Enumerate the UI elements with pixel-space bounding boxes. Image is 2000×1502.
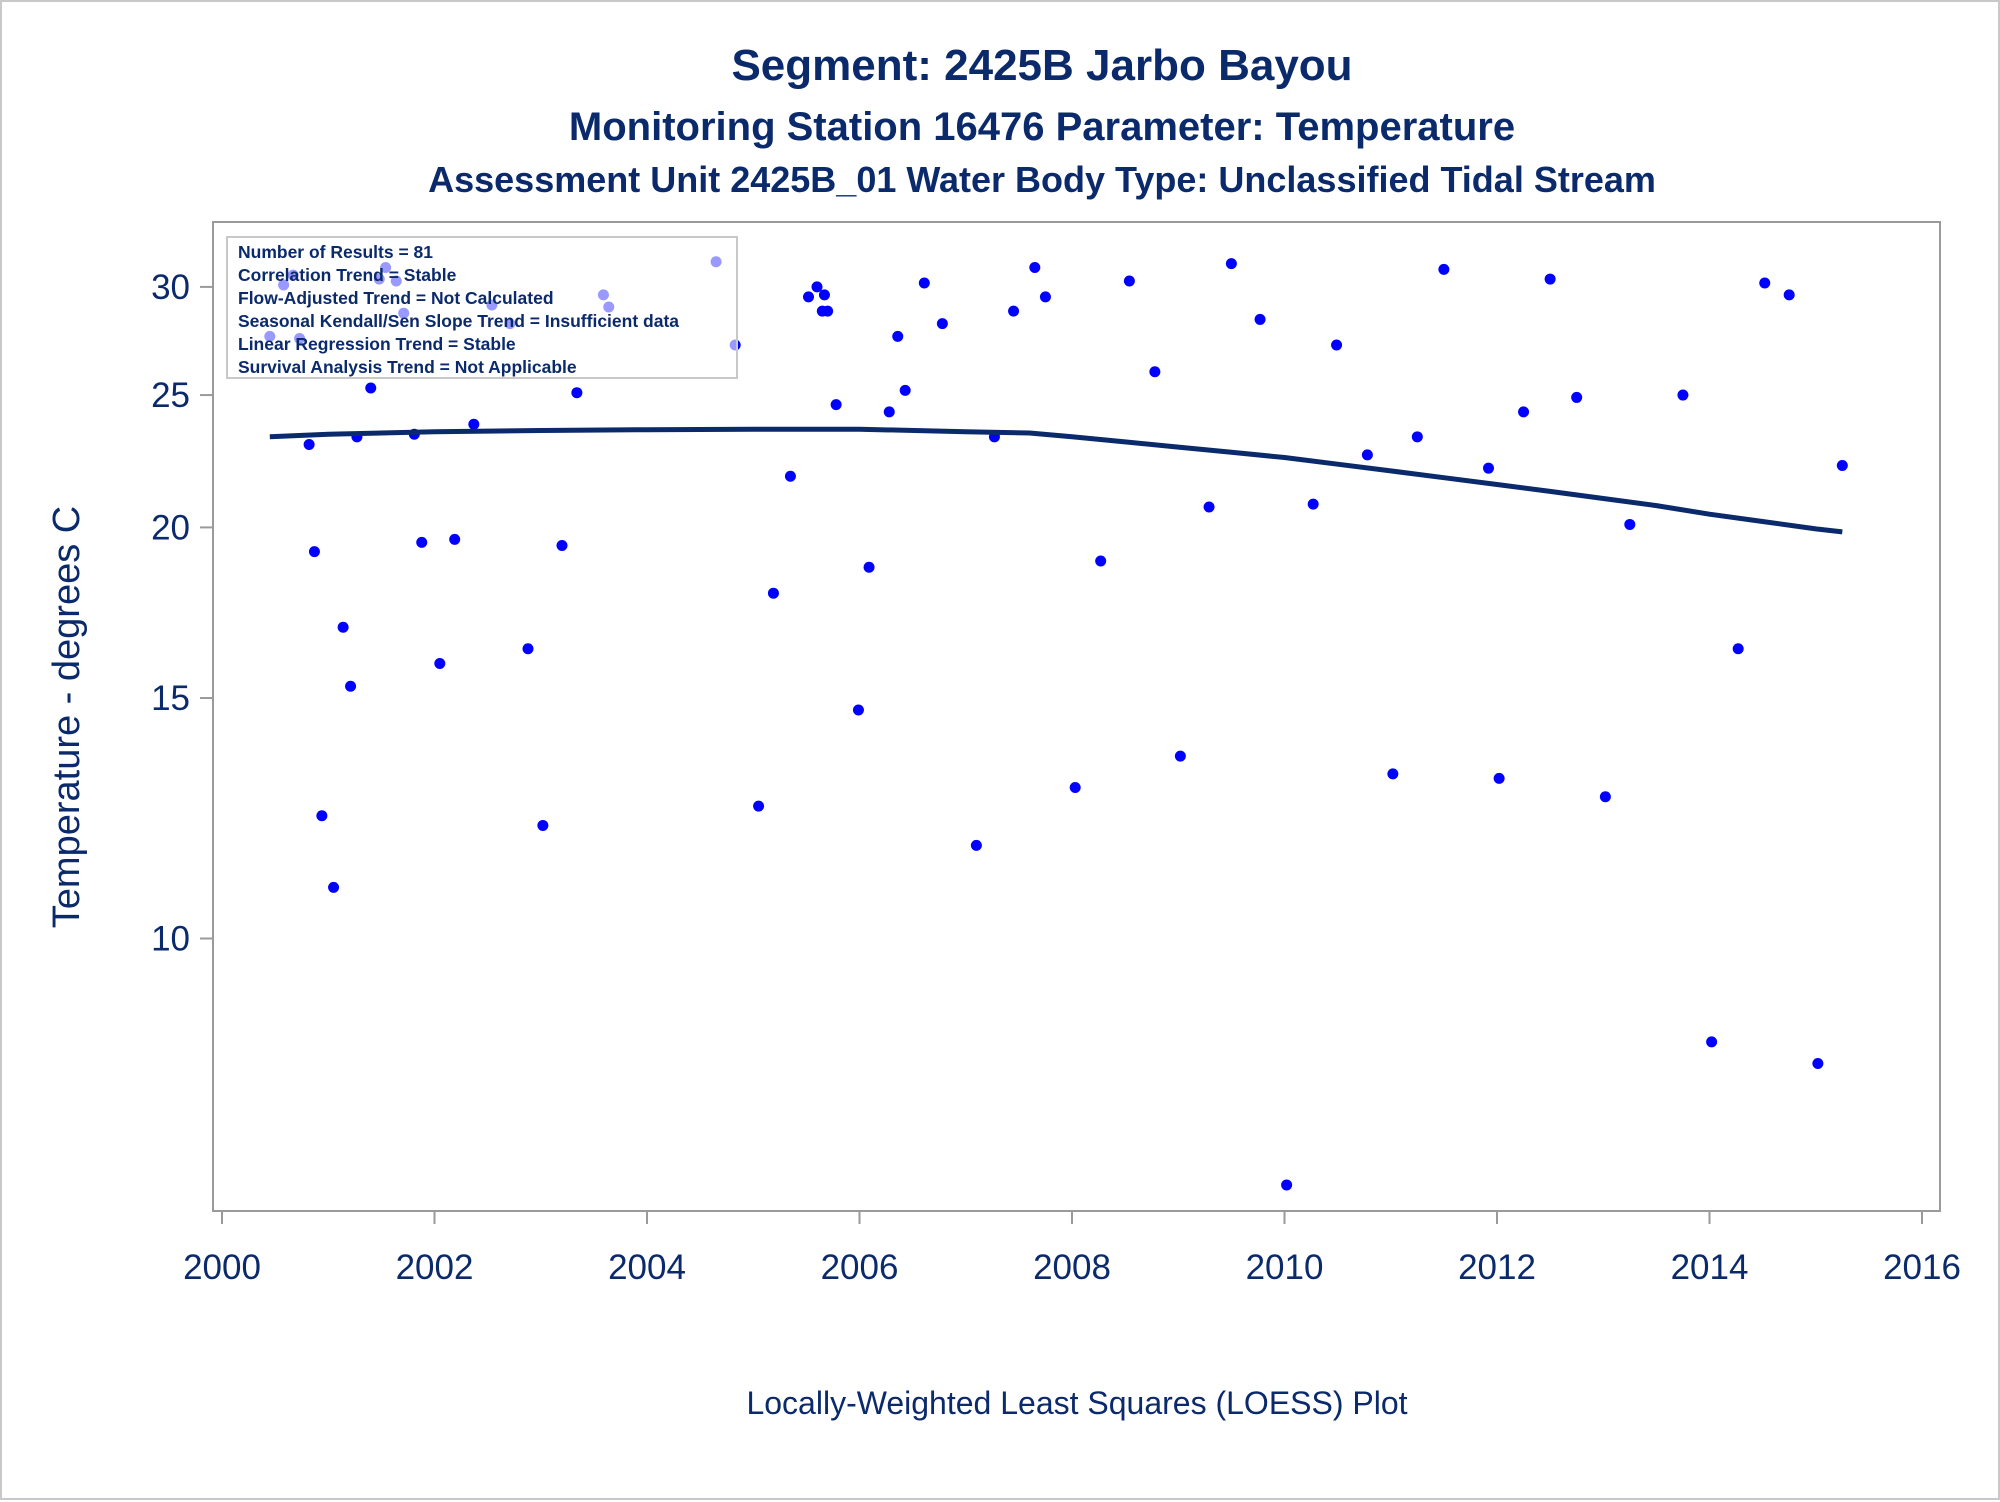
x-tick-label: 2016: [1883, 1248, 1961, 1287]
data-point: [1518, 406, 1530, 418]
data-point: [1783, 289, 1795, 301]
data-point: [830, 399, 842, 411]
data-point: [1069, 781, 1081, 793]
data-point: [434, 657, 446, 669]
y-tick-label: 20: [151, 508, 190, 547]
info-box: [226, 236, 738, 379]
footer-note: Locally-Weighted Least Squares (LOESS) P…: [746, 1385, 1407, 1421]
data-point: [852, 704, 864, 716]
data-point: [316, 810, 328, 822]
loess-trend-line: [269, 426, 1843, 535]
data-point: [883, 406, 895, 418]
data-point: [1483, 462, 1494, 474]
data-point: [1361, 449, 1373, 461]
y-tick-label: 10: [151, 920, 190, 959]
data-point: [308, 546, 320, 558]
x-tick-label: 2004: [608, 1248, 686, 1287]
data-point: [1149, 366, 1161, 378]
loess-line: [269, 426, 1843, 535]
data-point: [328, 881, 340, 893]
data-point: [1571, 391, 1583, 403]
data-point: [1732, 643, 1744, 655]
data-point: [918, 277, 930, 289]
data-point: [1029, 261, 1041, 273]
data-point: [1624, 518, 1636, 530]
plot-area-border: [212, 221, 1941, 1212]
data-point: [899, 384, 911, 396]
data-point: [822, 305, 834, 317]
data-point: [416, 536, 428, 548]
data-point: [556, 539, 568, 551]
data-point: [1307, 498, 1319, 510]
data-point: [1411, 431, 1423, 443]
data-point: [365, 382, 377, 394]
chart-subtitle-2: Assessment Unit 2425B_01 Water Body Type…: [428, 159, 1656, 200]
data-point: [767, 587, 779, 599]
data-point: [1225, 258, 1237, 270]
data-point: [1123, 275, 1135, 287]
y-tick-label: 30: [151, 268, 190, 307]
data-point: [1387, 768, 1399, 780]
data-point: [1438, 263, 1450, 275]
y-axis-label: Temperature - degrees C: [46, 506, 88, 928]
data-point: [811, 281, 823, 293]
data-point: [1331, 339, 1343, 351]
data-point: [784, 470, 796, 482]
x-tick-label: 2014: [1671, 1248, 1749, 1287]
data-point: [1759, 277, 1771, 289]
data-point: [337, 621, 349, 633]
data-point: [1039, 291, 1051, 303]
data-point: [345, 680, 357, 692]
data-point: [803, 291, 814, 303]
x-tick-label: 2012: [1458, 1248, 1536, 1287]
data-point: [537, 819, 549, 831]
info-box-line: Survival Analysis Trend = Not Applicable: [238, 357, 577, 377]
data-point: [1836, 460, 1848, 472]
data-point: [1203, 501, 1215, 513]
data-point: [818, 289, 830, 301]
data-point: [571, 387, 583, 399]
data-point: [1281, 1179, 1293, 1191]
data-point: [1174, 750, 1186, 762]
data-point: [449, 533, 461, 545]
chart-subtitle: Monitoring Station 16476 Parameter: Temp…: [569, 105, 1515, 149]
data-point: [936, 318, 948, 330]
x-tick-label: 2000: [183, 1248, 261, 1287]
data-point: [892, 330, 904, 342]
info-box-text: Number of Results = 81 Correlation Trend …: [238, 242, 679, 377]
data-point: [522, 643, 534, 655]
y-tick-label: 25: [151, 376, 190, 415]
x-tick-label: 2002: [396, 1248, 474, 1287]
chart-title: Segment: 2425B Jarbo Bayou: [731, 41, 1352, 90]
data-point: [1599, 791, 1611, 803]
data-point: [1095, 555, 1107, 567]
info-box-line: Flow-Adjusted Trend = Not Calculated: [238, 288, 554, 308]
data-points: [264, 256, 1848, 1191]
y-axis: 10 15 20 25 30: [151, 268, 213, 959]
data-point: [1254, 313, 1266, 325]
data-point: [1008, 305, 1020, 317]
data-point: [1812, 1057, 1824, 1069]
data-point: [1677, 389, 1689, 401]
info-box-line: Number of Results = 81: [238, 242, 433, 262]
data-point: [753, 800, 765, 812]
data-point: [303, 439, 315, 451]
data-point: [863, 561, 875, 573]
x-axis: 2000 2002 2004 2006 2008 2010 2012 2014 2016: [183, 1211, 1961, 1287]
data-point: [970, 839, 982, 851]
info-box-line: Linear Regression Trend = Stable: [238, 334, 516, 354]
data-point: [468, 418, 480, 430]
x-tick-label: 2008: [1033, 1248, 1111, 1287]
data-point: [1493, 772, 1505, 784]
data-point: [1706, 1036, 1718, 1048]
x-tick-label: 2006: [821, 1248, 899, 1287]
info-box-line: Correlation Trend = Stable: [238, 265, 457, 285]
data-point: [1544, 273, 1556, 285]
info-box-line: Seasonal Kendall/Sen Slope Trend = Insuf…: [238, 311, 679, 331]
x-tick-label: 2010: [1246, 1248, 1324, 1287]
y-tick-label: 15: [151, 679, 190, 718]
